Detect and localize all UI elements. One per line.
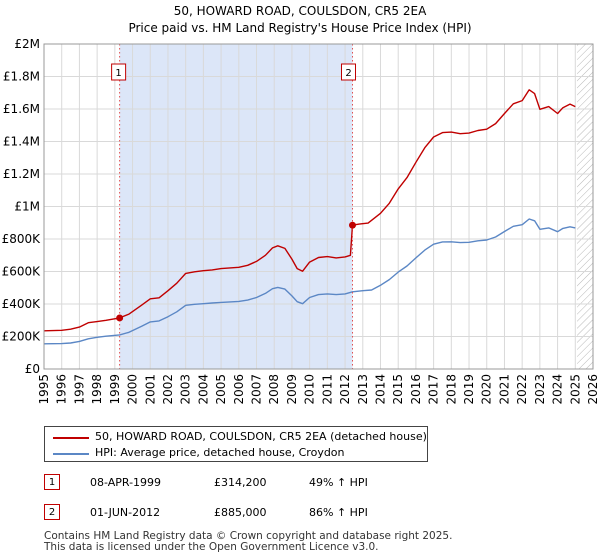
x-tick-label: 1996 <box>55 374 69 405</box>
y-tick-label: £400K <box>2 297 42 311</box>
legend-swatch-property <box>53 437 89 439</box>
x-tick-label: 2024 <box>551 374 565 405</box>
x-tick-label: 1998 <box>90 374 104 405</box>
legend-label-property: 50, HOWARD ROAD, COULSDON, CR5 2EA (deta… <box>95 430 427 443</box>
sale-badge-2: 2 <box>44 504 60 520</box>
x-tick-label: 2017 <box>427 374 441 405</box>
y-tick-label: £1.2M <box>3 167 40 181</box>
x-tick-label: 2013 <box>356 374 370 405</box>
chart-title-block: 50, HOWARD ROAD, COULSDON, CR5 2EA Price… <box>0 3 600 37</box>
x-tick-label: 1995 <box>37 374 51 405</box>
x-tick-label: 2011 <box>320 374 334 405</box>
x-tick-label: 2001 <box>143 374 157 405</box>
x-tick-label: 2012 <box>338 374 352 405</box>
sale-1-box-label: 1 <box>115 68 121 79</box>
y-tick-label: £800K <box>2 232 42 246</box>
sale-1-point <box>116 314 124 322</box>
y-tick-label: £1M <box>14 200 40 214</box>
footer-attribution: Contains HM Land Registry data © Crown c… <box>44 531 452 552</box>
sale-date-1: 08-APR-1999 <box>90 476 162 489</box>
y-tick-label: £0 <box>25 362 40 376</box>
x-tick-label: 2026 <box>586 374 600 405</box>
x-tick-label: 2014 <box>373 374 387 405</box>
y-tick-label: £1.4M <box>3 135 40 149</box>
y-tick-label: £1.8M <box>3 70 40 84</box>
x-tick-label: 2015 <box>391 374 405 405</box>
x-tick-label: 2000 <box>126 374 140 405</box>
y-tick-label: £1.6M <box>3 102 40 116</box>
x-tick-label: 2008 <box>267 374 281 405</box>
sale-1-box <box>111 63 127 81</box>
y-tick-label: £200K <box>2 330 42 344</box>
x-tick-label: 2020 <box>480 374 494 405</box>
x-tick-label: 2005 <box>214 374 228 405</box>
sale-2-box <box>341 63 357 81</box>
y-tick-label: £600K <box>2 265 42 279</box>
x-tick-label: 1997 <box>72 374 86 405</box>
sale-hpi-2: 86% ↑ HPI <box>309 506 368 519</box>
x-tick-label: 2022 <box>515 374 529 405</box>
x-tick-label: 2002 <box>161 374 175 405</box>
x-tick-label: 2018 <box>444 374 458 405</box>
x-tick-label: 2021 <box>497 374 511 405</box>
sale-2-point <box>349 221 357 229</box>
axes-layer: £0 £200K £400K £600K £800K £1M £1.2M £1.4M £1.6M… <box>2 37 600 405</box>
y-tick-label: £2M <box>14 37 40 51</box>
sale-row-2: 2 01-JUN-2012 £885,000 86% ↑ HPI <box>44 504 464 522</box>
x-tick-label: 2003 <box>179 374 193 405</box>
x-tick-label: 2023 <box>533 374 547 405</box>
sale-2-box-label: 2 <box>345 68 351 79</box>
sale-row-1: 1 08-APR-1999 £314,200 49% ↑ HPI <box>44 474 464 492</box>
x-tick-label: 2019 <box>462 374 476 405</box>
sale-badge-1: 1 <box>44 474 60 490</box>
chart-subtitle: Price paid vs. HM Land Registry's House … <box>128 21 472 35</box>
x-tick-label: 2009 <box>285 374 299 405</box>
sale-price-1: £314,200 <box>214 476 267 489</box>
x-tick-label: 1999 <box>108 374 122 405</box>
sale-date-2: 01-JUN-2012 <box>90 506 161 519</box>
legend-label-hpi: HPI: Average price, detached house, Croy… <box>95 446 345 459</box>
x-tick-label: 2007 <box>250 374 264 405</box>
series-layer <box>43 89 576 345</box>
hpi-line <box>43 218 576 345</box>
chart-title: 50, HOWARD ROAD, COULSDON, CR5 2EA <box>173 4 427 18</box>
sale-price-2: £885,000 <box>214 506 267 519</box>
sale-hpi-1: 49% ↑ HPI <box>309 476 368 489</box>
legend-swatch-hpi <box>53 453 89 455</box>
footer-line-1: Contains HM Land Registry data © Crown c… <box>44 530 453 542</box>
footer-line-2: This data is licensed under the Open Gov… <box>44 540 379 553</box>
x-tick-label: 2016 <box>409 374 423 405</box>
x-tick-label: 2006 <box>232 374 246 405</box>
x-tick-label: 2025 <box>568 374 582 405</box>
x-tick-label: 2004 <box>196 374 210 405</box>
property-price-line <box>43 89 576 332</box>
x-tick-label: 2010 <box>303 374 317 405</box>
plot-frame <box>43 43 594 370</box>
chart-legend: 50, HOWARD ROAD, COULSDON, CR5 2EA (deta… <box>44 426 428 462</box>
